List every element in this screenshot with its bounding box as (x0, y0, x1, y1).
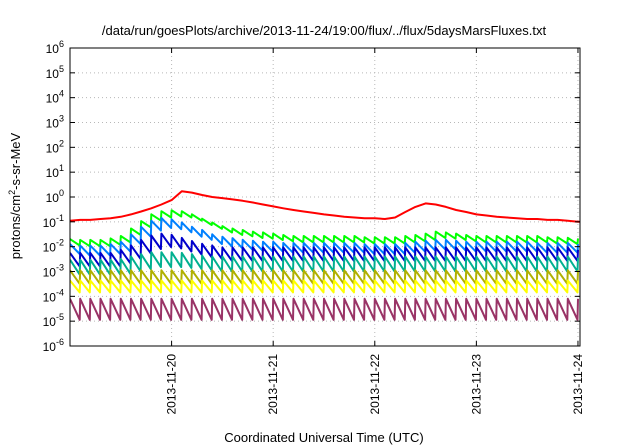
y-tick-label: 101 (46, 163, 64, 180)
series-line-1 (70, 190, 580, 223)
series-line-6 (70, 269, 579, 285)
series-line-5 (70, 251, 579, 276)
series-line-2 (70, 209, 579, 248)
x-axis-title: Coordinated Universal Time (UTC) (224, 430, 423, 445)
y-tick-label: 103 (46, 114, 64, 131)
y-tick-label: 10-5 (43, 312, 64, 329)
y-tick-label: 10-4 (43, 287, 64, 304)
y-axis-title: protons/cm2-s-sr-MeV (7, 132, 23, 259)
x-tick-label: 2013-11-23 (469, 354, 483, 415)
y-tick-label: 10-3 (43, 263, 64, 280)
x-axis: 2013-11-20 2013-11-21 2013-11-22 2013-11-23… (165, 48, 585, 415)
x-tick-label: 2013-11-21 (266, 354, 280, 415)
y-tick-label: 105 (46, 64, 64, 81)
series-group (70, 190, 580, 321)
chart-title: /data/run/goesPlots/archive/2013-11-24/1… (102, 23, 547, 38)
y-tick-label: 104 (46, 89, 64, 106)
y-axis: 10-6 10-5 10-4 10-3 10-2 10-1 100 101 102 103 104 1… (43, 39, 580, 354)
x-tick-label: 2013-11-20 (165, 354, 179, 415)
x-tick-label: 2013-11-24 (571, 354, 585, 415)
y-tick-label: 10-2 (43, 238, 64, 255)
series-line-8 (70, 297, 579, 321)
x-tick-label: 2013-11-22 (368, 354, 382, 415)
series-line-7 (70, 279, 579, 294)
y-tick-label: 106 (46, 39, 64, 56)
y-tick-label: 10-6 (43, 337, 64, 354)
y-tick-label: 10-1 (43, 213, 64, 230)
y-tick-label: 102 (46, 138, 64, 155)
y-tick-label: 100 (46, 188, 64, 205)
